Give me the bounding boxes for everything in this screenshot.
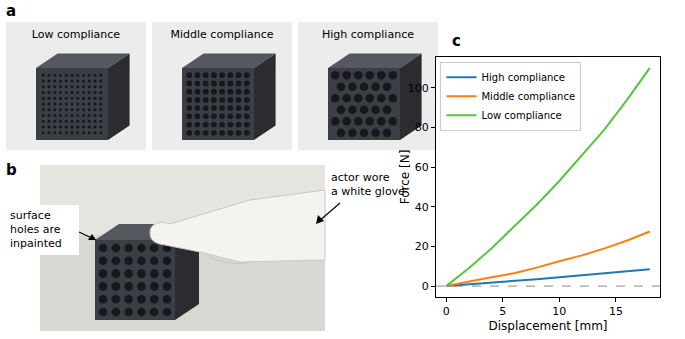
svg-text:inpainted: inpainted: [10, 237, 62, 250]
svg-text:0: 0: [443, 305, 450, 318]
svg-text:High compliance: High compliance: [322, 28, 414, 41]
svg-text:a: a: [6, 2, 16, 20]
svg-text:60: 60: [415, 161, 429, 174]
svg-text:holes are: holes are: [10, 223, 61, 236]
svg-text:b: b: [6, 161, 17, 179]
svg-text:Middle compliance: Middle compliance: [481, 91, 575, 102]
svg-text:40: 40: [415, 201, 429, 214]
svg-text:15: 15: [609, 305, 623, 318]
svg-text:0: 0: [422, 280, 429, 293]
svg-text:Middle compliance: Middle compliance: [171, 28, 274, 41]
svg-text:100: 100: [408, 82, 429, 95]
svg-text:High compliance: High compliance: [481, 72, 565, 83]
svg-text:surface: surface: [10, 209, 51, 222]
svg-text:Low compliance: Low compliance: [481, 110, 561, 121]
svg-text:20: 20: [415, 240, 429, 253]
svg-text:5: 5: [499, 305, 506, 318]
svg-text:80: 80: [415, 121, 429, 134]
svg-text:actor wore: actor wore: [331, 171, 390, 184]
svg-text:10: 10: [552, 305, 566, 318]
svg-text:a white glove: a white glove: [331, 185, 405, 198]
svg-text:c: c: [452, 32, 461, 50]
svg-text:Low compliance: Low compliance: [32, 28, 121, 41]
svg-text:Displacement [mm]: Displacement [mm]: [488, 319, 607, 333]
svg-text:Force [N]: Force [N]: [398, 150, 412, 205]
